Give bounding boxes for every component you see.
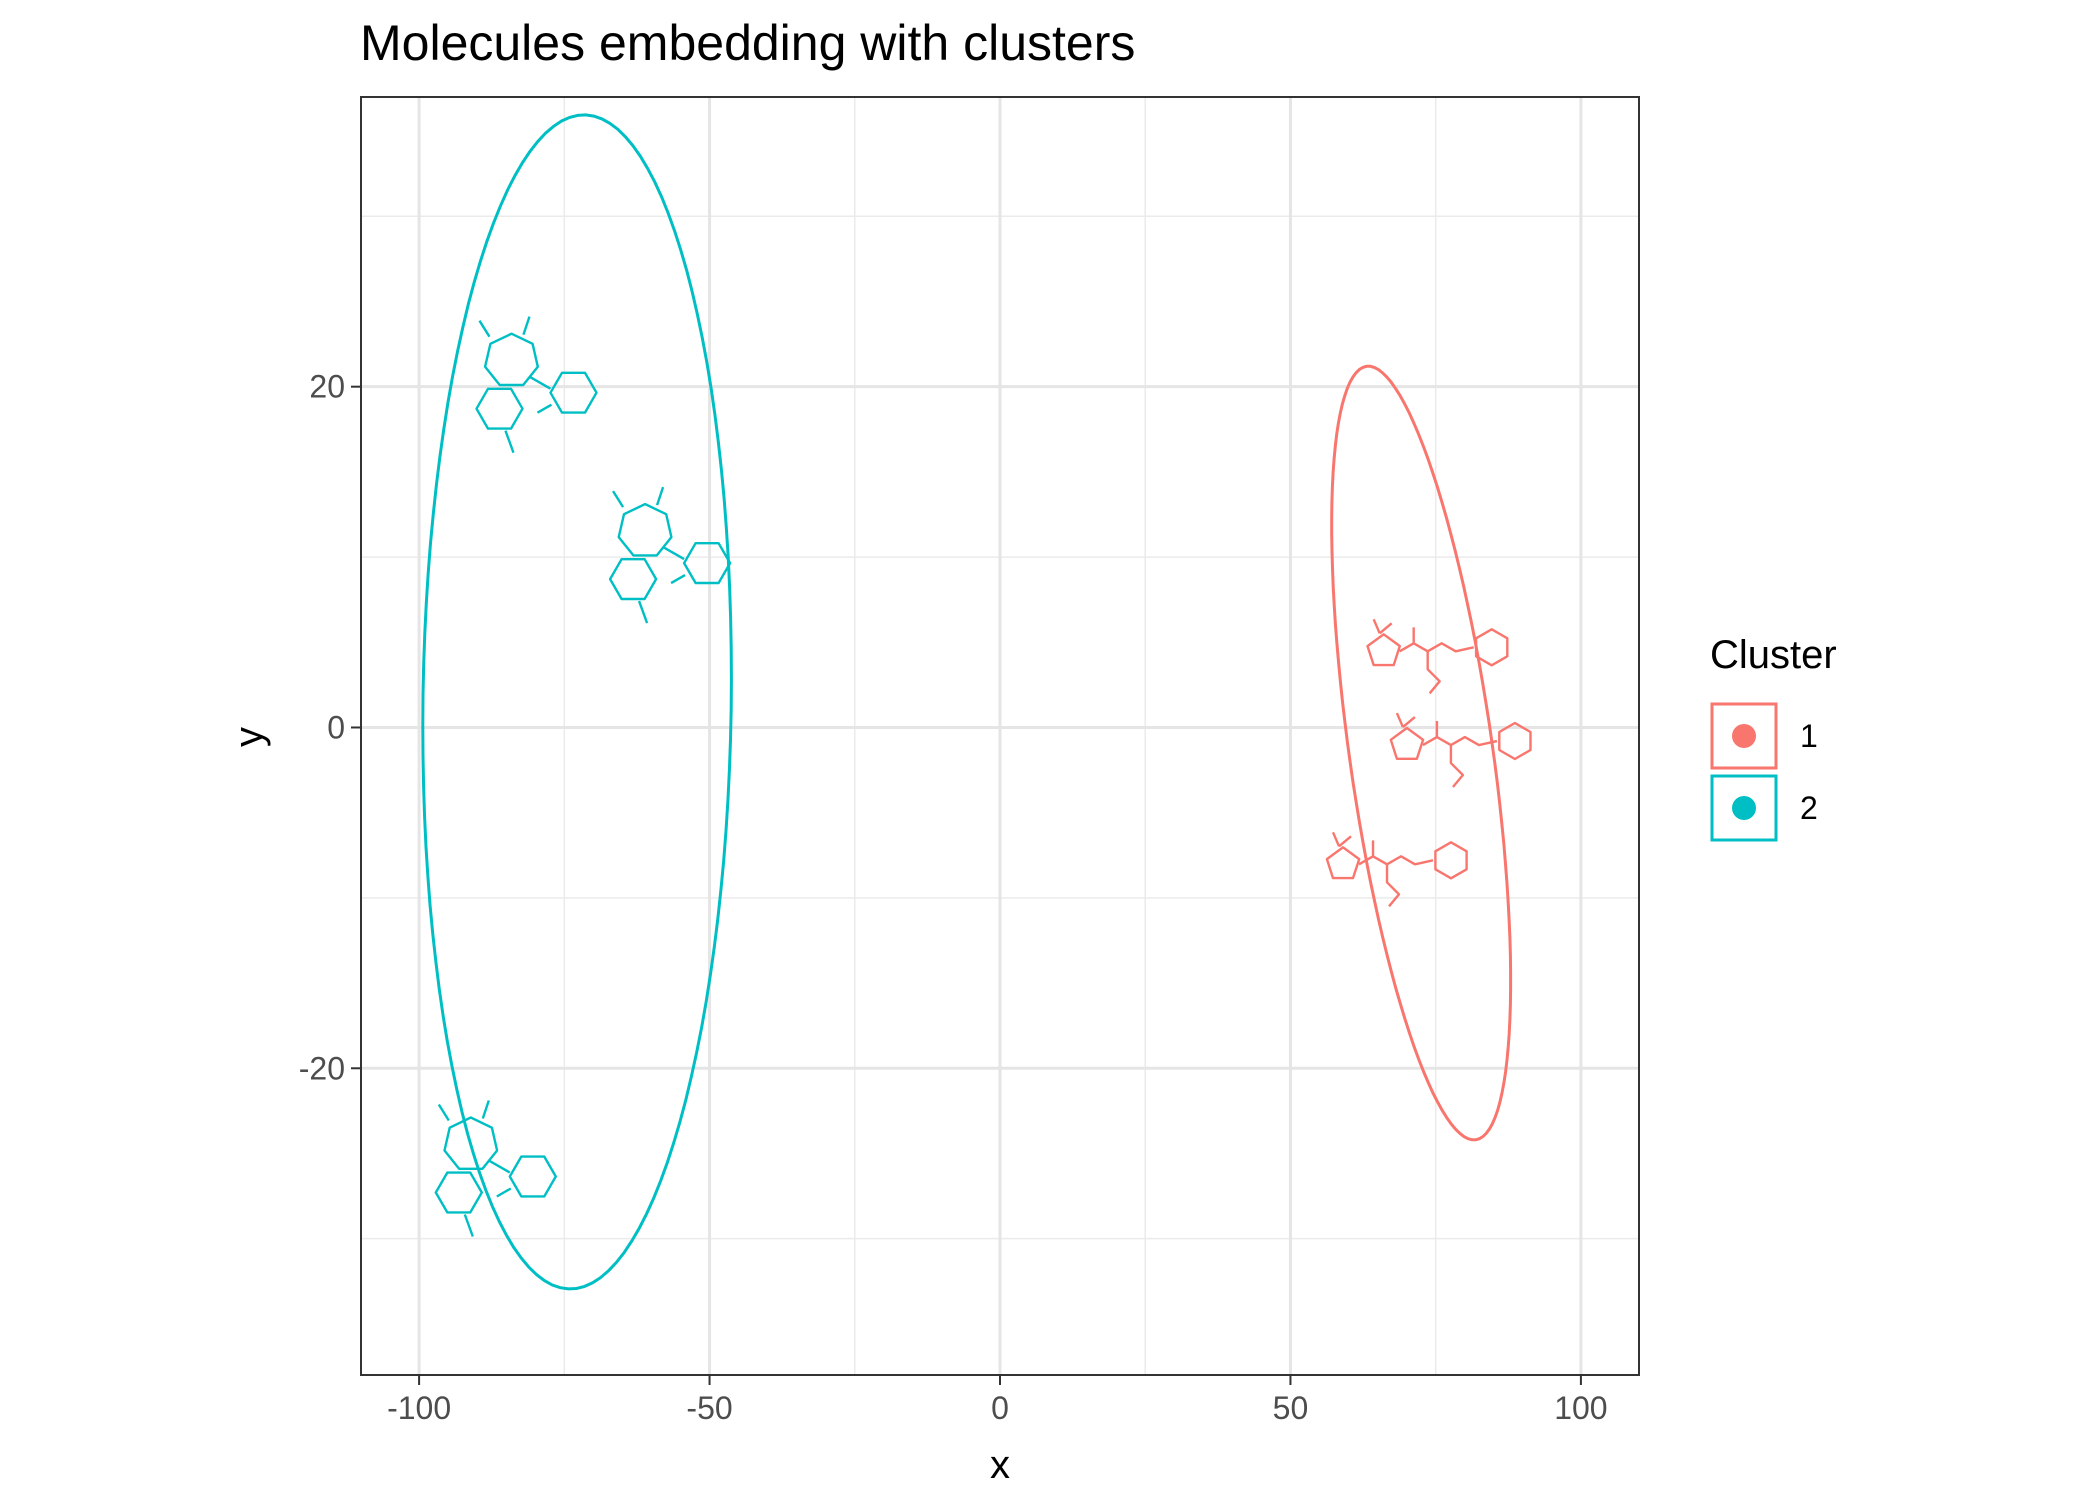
cluster-1-ellipse — [1330, 364, 1513, 1142]
cluster-1-molecule-marker — [1366, 618, 1509, 695]
legend-dot-2 — [1732, 796, 1756, 820]
legend-label-1: 1 — [1800, 718, 1818, 754]
x-tick-label: -100 — [387, 1390, 451, 1426]
cluster-1-molecule-marker — [1325, 831, 1468, 908]
y-tick-label: 20 — [309, 369, 345, 405]
cluster-ellipses — [421, 113, 1513, 1291]
legend-label-2: 2 — [1800, 790, 1818, 826]
molecule-markers — [434, 316, 1532, 1237]
cluster-2-molecule-marker — [475, 316, 598, 454]
cluster-2-molecule-marker — [608, 486, 732, 624]
x-axis-ticks: -100 -50 0 50 100 — [387, 1375, 1608, 1426]
x-tick-label: -50 — [686, 1390, 732, 1426]
y-axis-ticks: -20 0 20 — [299, 369, 361, 1086]
x-tick-label: 0 — [991, 1390, 1009, 1426]
chart-title: Molecules embedding with clusters — [360, 15, 1135, 71]
cluster-1-molecule-marker — [1389, 712, 1532, 788]
legend-dot-1 — [1732, 724, 1756, 748]
x-axis-title: x — [990, 1443, 1010, 1487]
x-tick-label: 50 — [1273, 1390, 1309, 1426]
cluster-2-molecule-marker — [434, 1100, 557, 1237]
y-tick-label: -20 — [299, 1050, 345, 1086]
x-tick-label: 100 — [1554, 1390, 1607, 1426]
y-axis-title: y — [227, 727, 271, 747]
y-tick-label: 0 — [327, 709, 345, 745]
cluster-2-ellipse — [421, 113, 733, 1291]
major-gridlines — [361, 97, 1639, 1375]
legend: Cluster 12 — [1710, 633, 1837, 842]
legend-title: Cluster — [1710, 633, 1837, 677]
legend-items: 12 — [1710, 702, 1818, 842]
